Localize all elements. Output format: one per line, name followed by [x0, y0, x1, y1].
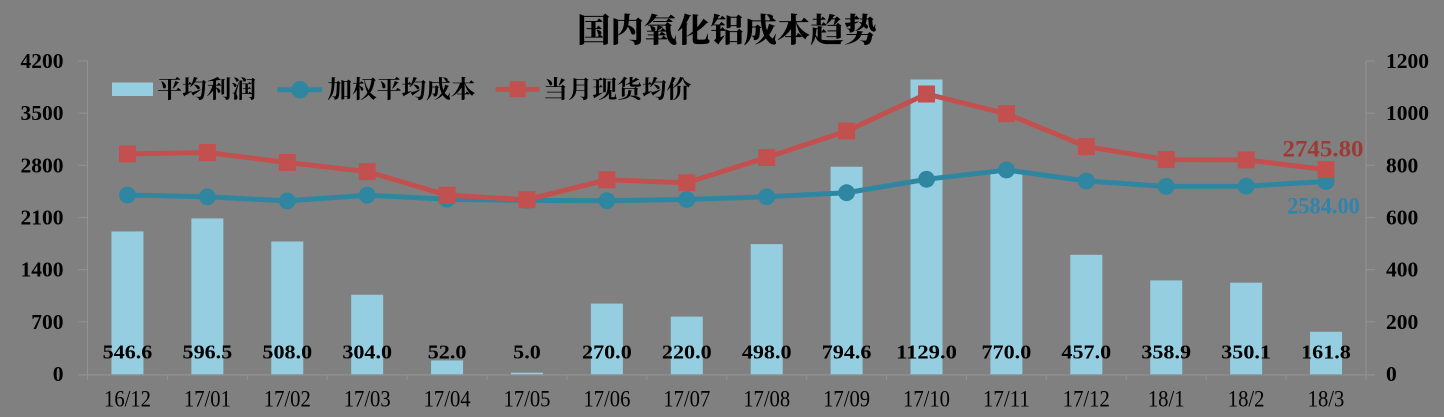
svg-text:400: 400: [1386, 258, 1418, 282]
svg-text:18/3: 18/3: [1308, 387, 1345, 412]
svg-text:17/03: 17/03: [344, 387, 391, 412]
svg-text:17/08: 17/08: [743, 387, 790, 412]
svg-text:457.0: 457.0: [1061, 342, 1111, 364]
svg-text:2100: 2100: [21, 206, 64, 230]
svg-text:794.6: 794.6: [822, 342, 872, 364]
svg-text:2800: 2800: [21, 153, 64, 177]
svg-text:17/06: 17/06: [583, 387, 630, 412]
svg-text:17/04: 17/04: [424, 387, 472, 412]
svg-text:508.0: 508.0: [262, 342, 312, 364]
svg-text:17/07: 17/07: [663, 387, 710, 412]
svg-text:596.5: 596.5: [183, 342, 233, 364]
svg-text:161.8: 161.8: [1301, 342, 1351, 364]
svg-text:16/12: 16/12: [104, 387, 151, 412]
svg-text:17/05: 17/05: [504, 387, 551, 412]
svg-text:600: 600: [1386, 206, 1418, 230]
svg-text:3500: 3500: [21, 101, 64, 125]
svg-text:0: 0: [1386, 362, 1397, 386]
svg-text:0: 0: [53, 362, 64, 386]
svg-text:1400: 1400: [21, 258, 64, 282]
svg-text:800: 800: [1386, 153, 1418, 177]
svg-text:2745.80: 2745.80: [1283, 136, 1364, 162]
svg-text:17/12: 17/12: [1063, 387, 1110, 412]
svg-text:350.1: 350.1: [1221, 342, 1271, 364]
svg-text:200: 200: [1386, 310, 1418, 334]
svg-text:270.0: 270.0: [582, 342, 632, 364]
svg-text:220.0: 220.0: [662, 342, 712, 364]
svg-text:304.0: 304.0: [342, 342, 392, 364]
svg-text:18/1: 18/1: [1148, 387, 1185, 412]
svg-text:770.0: 770.0: [982, 342, 1032, 364]
svg-text:2584.00: 2584.00: [1287, 194, 1360, 219]
svg-text:18/2: 18/2: [1228, 387, 1265, 412]
svg-text:17/01: 17/01: [184, 387, 231, 412]
svg-text:1129.0: 1129.0: [896, 342, 957, 364]
svg-text:546.6: 546.6: [103, 342, 153, 364]
svg-text:17/11: 17/11: [983, 387, 1030, 412]
svg-text:4200: 4200: [21, 49, 64, 73]
svg-text:1000: 1000: [1386, 101, 1429, 125]
svg-text:358.9: 358.9: [1141, 342, 1191, 364]
svg-text:498.0: 498.0: [742, 342, 792, 364]
svg-text:17/02: 17/02: [264, 387, 311, 412]
svg-text:1200: 1200: [1386, 49, 1429, 73]
svg-text:52.0: 52.0: [428, 342, 467, 364]
svg-text:5.0: 5.0: [513, 342, 541, 364]
svg-text:700: 700: [31, 310, 63, 334]
svg-text:17/09: 17/09: [823, 387, 870, 412]
svg-text:17/10: 17/10: [903, 387, 950, 412]
